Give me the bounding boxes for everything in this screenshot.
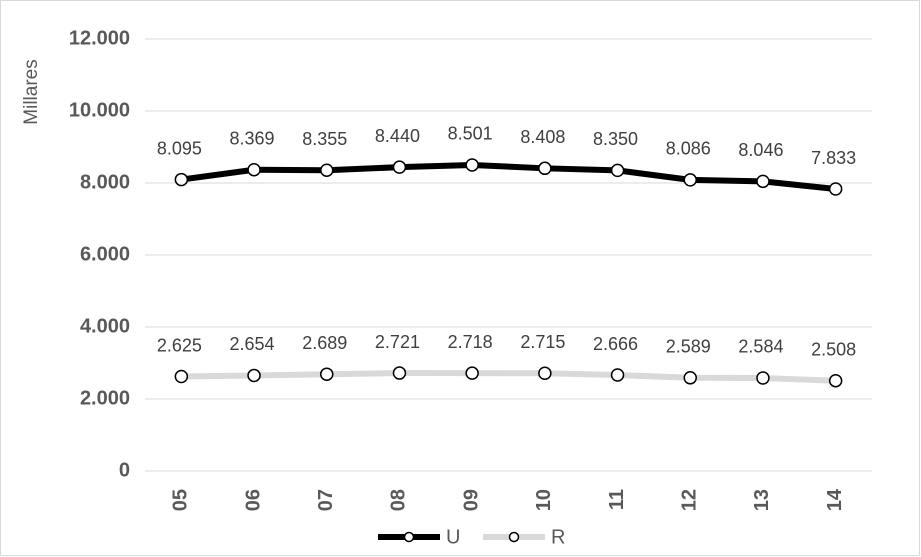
marker — [247, 162, 261, 177]
data-label: 8.350 — [593, 129, 638, 149]
data-label: 8.501 — [448, 124, 493, 144]
data-label: 8.095 — [157, 138, 202, 158]
data-label: 2.718 — [448, 332, 493, 352]
data-label: 2.654 — [230, 334, 275, 354]
x-tick-label: 08 — [388, 489, 410, 511]
y-tick-label: 6.000 — [80, 243, 130, 265]
marker — [392, 366, 407, 380]
data-label: 2.715 — [520, 332, 565, 352]
x-tick-label: 05 — [170, 489, 192, 511]
marker — [465, 158, 479, 172]
series-line — [181, 370, 836, 384]
y-tick-label: 0 — [119, 459, 130, 481]
y-tick-label: 4.000 — [80, 315, 130, 337]
marker — [756, 174, 770, 189]
legend-label: R — [551, 526, 565, 548]
x-tick-label: 06 — [242, 489, 264, 511]
marker — [247, 368, 261, 383]
marker — [756, 371, 770, 385]
y-tick-label: 2.000 — [80, 387, 130, 409]
legend-marker — [403, 531, 415, 543]
marker — [538, 366, 552, 381]
data-label: 2.721 — [375, 332, 420, 352]
data-label: 2.584 — [738, 337, 783, 357]
y-tick-label: 12.000 — [69, 27, 130, 49]
x-tick-label: 11 — [606, 489, 628, 510]
data-label: 8.355 — [302, 129, 347, 149]
marker — [392, 160, 407, 174]
x-tick-label: 10 — [533, 489, 555, 511]
marker — [683, 371, 697, 385]
marker — [174, 369, 189, 384]
legend-label: U — [446, 526, 460, 548]
marker — [683, 173, 697, 187]
marker — [828, 373, 843, 388]
data-label: 8.408 — [520, 127, 565, 147]
x-tick-label: 09 — [460, 489, 482, 511]
x-tick-label: 13 — [751, 489, 773, 511]
data-label: 2.508 — [811, 339, 856, 359]
data-label: 8.086 — [666, 139, 711, 159]
data-label: 2.689 — [302, 333, 347, 353]
marker — [174, 172, 189, 187]
data-label: 8.046 — [738, 140, 783, 160]
marker — [828, 182, 843, 196]
legend-marker — [508, 531, 520, 543]
data-label: 7.833 — [811, 148, 856, 168]
y-axis-label: Millares — [21, 59, 42, 124]
marker — [610, 368, 625, 382]
series-line — [180, 161, 836, 192]
data-label: 8.369 — [230, 128, 275, 148]
y-tick-label: 10.000 — [69, 99, 130, 121]
x-tick-label: 07 — [315, 489, 337, 511]
x-tick-label: 12 — [679, 489, 701, 511]
marker — [465, 366, 479, 380]
data-label: 2.625 — [157, 335, 202, 355]
marker — [320, 367, 334, 381]
marker — [320, 163, 334, 177]
data-label: 8.440 — [375, 126, 420, 146]
data-label: 2.589 — [666, 337, 711, 357]
data-label: 2.666 — [593, 334, 638, 354]
marker — [610, 163, 625, 178]
x-tick-label: 14 — [824, 488, 846, 511]
marker — [538, 161, 552, 176]
y-tick-label: 8.000 — [80, 171, 130, 193]
